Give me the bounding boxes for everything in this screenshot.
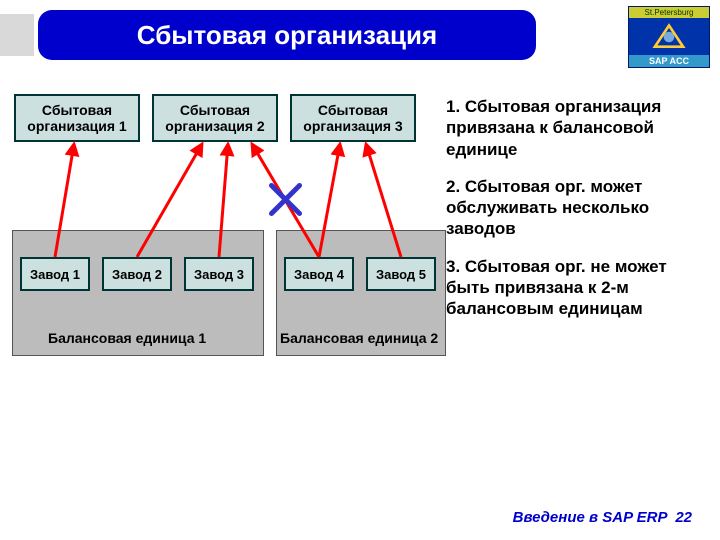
description-text: 1. Сбытовая организация привязана к бала… <box>446 96 710 335</box>
footer: Введение в SAP ERP 22 <box>513 509 692 526</box>
balance-unit-1-label: Балансовая единица 1 <box>48 330 206 346</box>
logo-bottom-text: SAP ACC <box>629 55 709 67</box>
plant-4: Завод 4 <box>284 257 354 291</box>
logo-top-text: St.Petersburg <box>629 7 709 18</box>
page-title: Сбытовая организация <box>137 20 437 51</box>
footer-page: 22 <box>675 509 692 526</box>
plant-3: Завод 3 <box>184 257 254 291</box>
title-bar: Сбытовая организация <box>38 10 536 60</box>
bullet-2: 2. Сбытовая орг. может обслуживать неско… <box>446 176 710 240</box>
balance-unit-2-label: Балансовая единица 2 <box>280 330 438 346</box>
sap-logo: St.Petersburg SAP ACC <box>628 6 710 68</box>
decorative-left-bar <box>0 14 34 56</box>
footer-text: Введение в SAP ERP <box>513 509 667 526</box>
plant-5: Завод 5 <box>366 257 436 291</box>
plant-2: Завод 2 <box>102 257 172 291</box>
sales-org-2: Сбытовая организация 2 <box>152 94 278 142</box>
logo-graphic <box>651 18 687 55</box>
bullet-3: 3. Сбытовая орг. не может быть привязана… <box>446 256 710 320</box>
sales-org-3: Сбытовая организация 3 <box>290 94 416 142</box>
sales-org-1: Сбытовая организация 1 <box>14 94 140 142</box>
bullet-1: 1. Сбытовая организация привязана к бала… <box>446 96 710 160</box>
plant-1: Завод 1 <box>20 257 90 291</box>
